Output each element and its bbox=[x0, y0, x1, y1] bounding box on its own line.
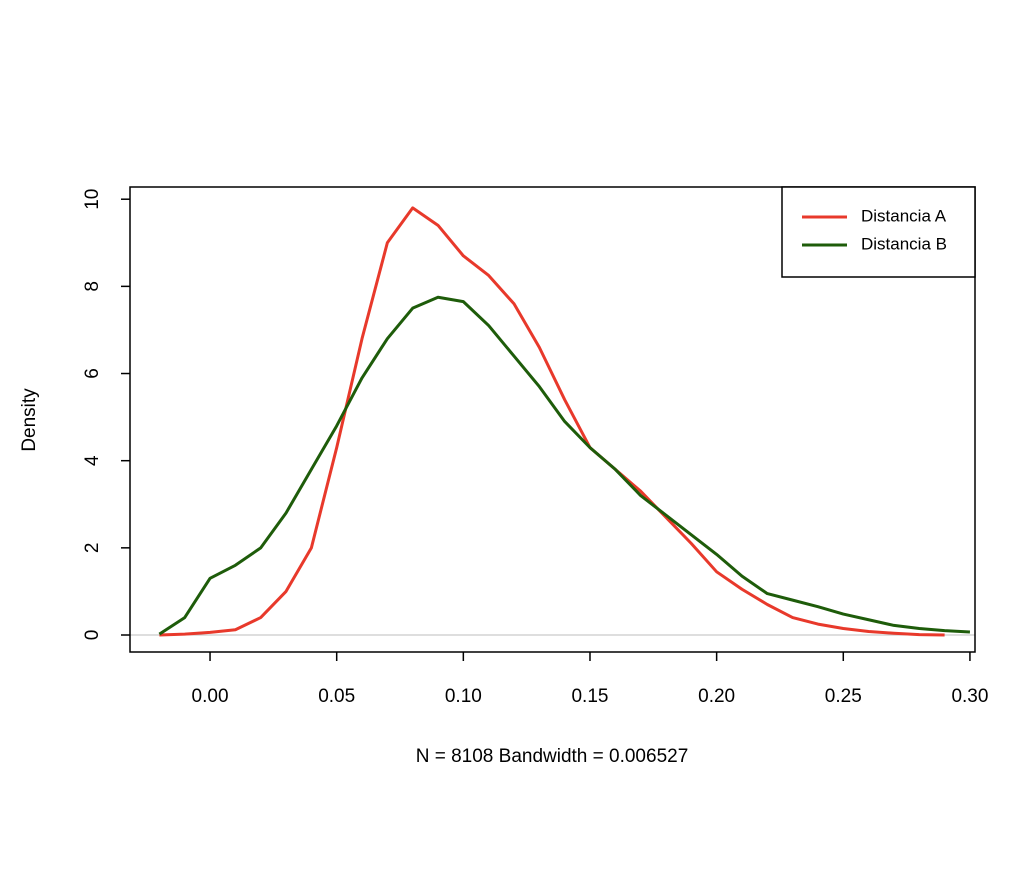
legend-label: Distancia A bbox=[861, 206, 947, 225]
x-tick-label: 0.10 bbox=[445, 686, 482, 707]
y-tick-label: 2 bbox=[82, 543, 103, 554]
x-tick-label: 0.20 bbox=[698, 686, 735, 707]
x-tick-label: 0.15 bbox=[571, 686, 608, 707]
y-tick-label: 4 bbox=[82, 455, 103, 466]
y-tick-label: 0 bbox=[82, 630, 103, 641]
x-tick-label: 0.30 bbox=[951, 686, 988, 707]
x-tick-label: 0.25 bbox=[825, 686, 862, 707]
x-tick-label: 0.00 bbox=[192, 686, 229, 707]
y-tick-label: 10 bbox=[82, 189, 103, 210]
y-axis-label: Density bbox=[19, 388, 40, 452]
legend-box bbox=[781, 186, 976, 278]
y-tick-label: 8 bbox=[82, 281, 103, 292]
x-tick-label: 0.05 bbox=[318, 686, 355, 707]
y-tick-label: 6 bbox=[82, 368, 103, 379]
x-axis-label: N = 8108 Bandwidth = 0.006527 bbox=[416, 746, 689, 767]
legend-label: Distancia B bbox=[861, 234, 947, 253]
density-line bbox=[159, 206, 945, 637]
density-line bbox=[158, 295, 971, 636]
plot-frame bbox=[129, 186, 976, 653]
